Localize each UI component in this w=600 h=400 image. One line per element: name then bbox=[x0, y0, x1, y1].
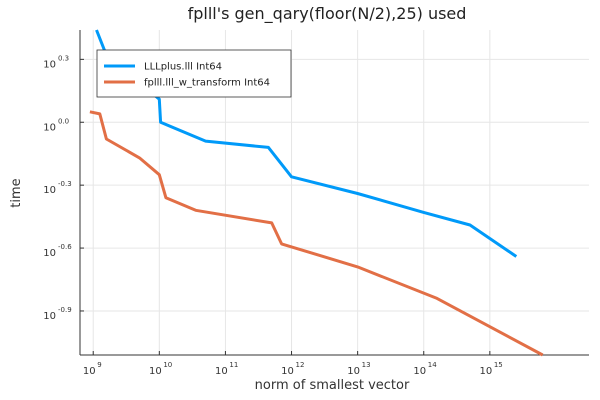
x-tick-label-base: 10 bbox=[413, 366, 426, 377]
x-tick-label-exp: 14 bbox=[428, 361, 437, 369]
y-tick-label-base: 10 bbox=[43, 248, 56, 259]
x-axis-label: norm of smallest vector bbox=[255, 378, 410, 393]
y-tick-label-base: 10 bbox=[43, 311, 56, 322]
x-tick-label-exp: 10 bbox=[163, 361, 172, 369]
x-tick-label-base: 10 bbox=[215, 366, 228, 377]
x-tick-label-base: 10 bbox=[281, 366, 294, 377]
series-line-1 bbox=[89, 110, 544, 357]
y-tick-label-base: 10 bbox=[43, 122, 56, 133]
legend: LLLplus.lll Int64 fplll.lll_w_transform I… bbox=[96, 49, 292, 98]
y-tick-label-base: 10 bbox=[43, 185, 56, 196]
legend-label-0: LLLplus.lll Int64 bbox=[144, 62, 222, 73]
x-tick-label-base: 10 bbox=[479, 366, 492, 377]
legend-label-1: fplll.lll_w_transform Int64 bbox=[144, 78, 270, 89]
y-tick-label-base: 10 bbox=[43, 59, 56, 70]
y-tick-label-exp: 0.0 bbox=[58, 117, 69, 125]
x-tick-label-exp: 9 bbox=[97, 361, 101, 369]
y-tick-label-exp: -0.6 bbox=[58, 243, 72, 251]
x-tick-label-base: 10 bbox=[149, 366, 162, 377]
chart-title: fplll's gen_qary(floor(N/2),25) used bbox=[188, 4, 467, 24]
x-tick-label-exp: 12 bbox=[296, 361, 305, 369]
y-axis-label: time bbox=[9, 178, 24, 207]
axes bbox=[79, 30, 589, 356]
x-tick-label-exp: 13 bbox=[362, 361, 371, 369]
x-tick-label-exp: 15 bbox=[494, 361, 503, 369]
y-tick-label-exp: -0.3 bbox=[58, 180, 72, 188]
y-tick-label-exp: 0.3 bbox=[58, 54, 69, 62]
x-tick-label-base: 10 bbox=[83, 366, 96, 377]
x-tick-label-exp: 11 bbox=[229, 361, 238, 369]
x-tick-label-base: 10 bbox=[347, 366, 360, 377]
legend-box bbox=[96, 49, 292, 98]
y-tick-label-exp: -0.9 bbox=[58, 306, 72, 314]
